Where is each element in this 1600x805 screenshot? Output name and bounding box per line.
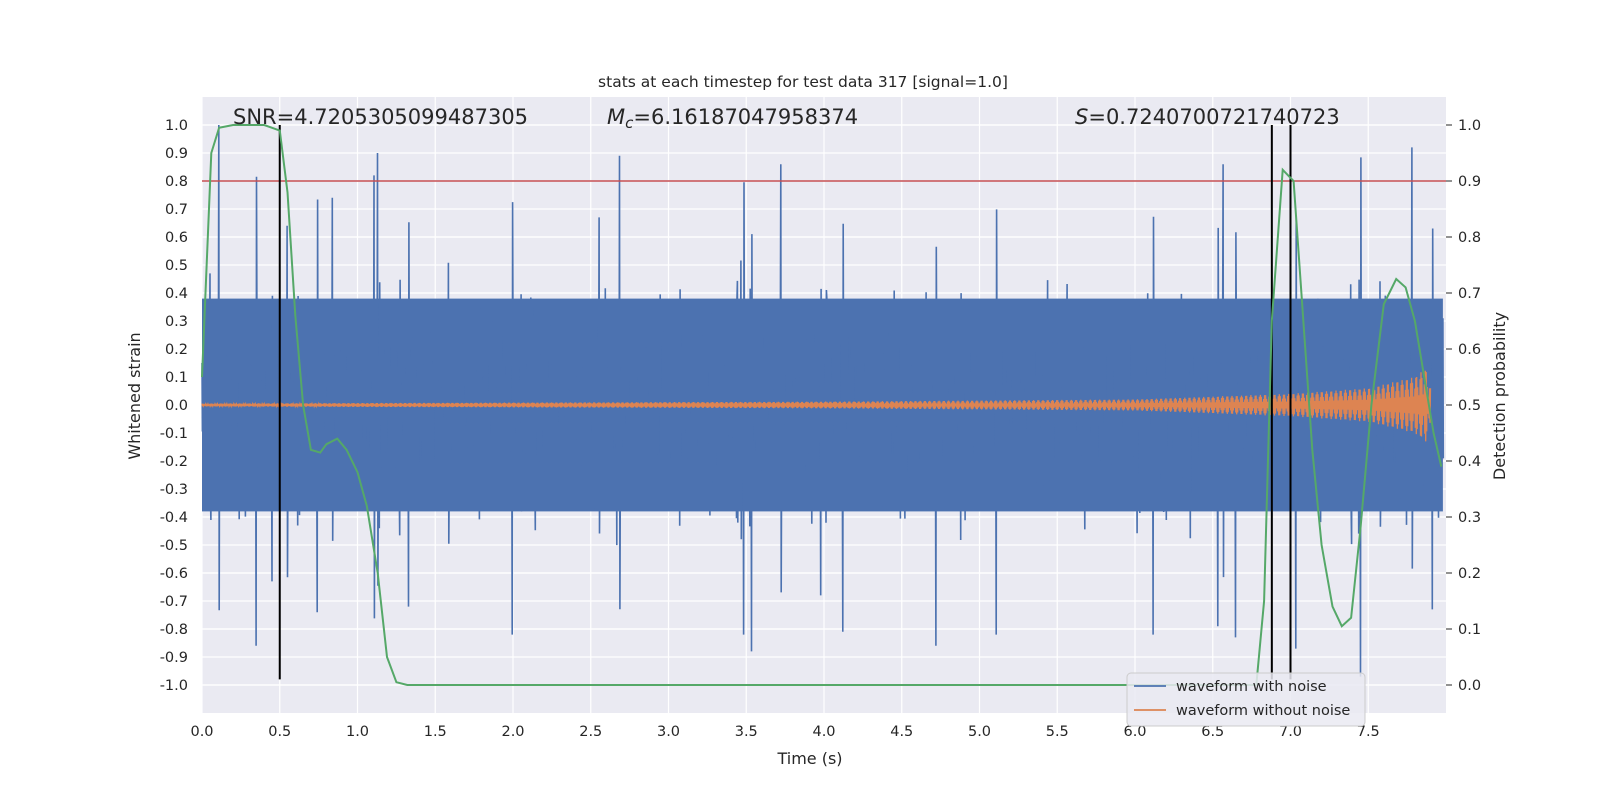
- y-tick-label: 1.0: [165, 118, 188, 134]
- x-tick-label: 4.0: [812, 724, 835, 740]
- y2-tick-label: 0.4: [1458, 454, 1481, 470]
- mc-symbol: M: [607, 105, 625, 129]
- y-tick-label: 0.9: [165, 146, 188, 162]
- series-line-clean: [201, 370, 1432, 442]
- y-tick-label: -1.0: [160, 678, 188, 694]
- x-tick-label: 6.5: [1201, 724, 1224, 740]
- snr-annotation: SNR=4.7205305099487305: [233, 105, 528, 129]
- y-tick-label: -0.7: [160, 594, 188, 610]
- y-tick-label: -0.9: [160, 650, 188, 666]
- y2-tick-label: 1.0: [1458, 118, 1481, 134]
- y-tick-label: 0.0: [165, 398, 188, 414]
- y-tick-label: -0.4: [160, 510, 188, 526]
- chart-title: stats at each timestep for test data 317…: [598, 73, 1008, 91]
- y2-tick-label: 0.8: [1458, 230, 1481, 246]
- x-tick-label: 6.0: [1123, 724, 1146, 740]
- y-tick-label: 0.7: [165, 202, 188, 218]
- y2-tick-label: 0.2: [1458, 566, 1481, 582]
- x-tick-label: 1.0: [346, 724, 369, 740]
- x-tick-label: 7.5: [1357, 724, 1380, 740]
- y-tick-label: 0.5: [165, 258, 188, 274]
- y2-tick-label: 0.6: [1458, 342, 1481, 358]
- y-tick-label: -0.6: [160, 566, 188, 582]
- mc-subscript: c: [625, 114, 634, 132]
- y-tick-label: -0.1: [160, 426, 188, 442]
- y2-tick-label: 0.1: [1458, 622, 1481, 638]
- x-tick-label: 0.0: [190, 724, 213, 740]
- y2-tick-label: 0.9: [1458, 174, 1481, 190]
- x-tick-label: 5.0: [968, 724, 991, 740]
- x-tick-label: 4.5: [890, 724, 913, 740]
- y-tick-label: 0.2: [165, 342, 188, 358]
- series-line-noisy: [201, 124, 1445, 677]
- legend-box: [1126, 672, 1366, 727]
- y2-tick-label: 0.3: [1458, 510, 1481, 526]
- y-axis-label: Whitened strain: [125, 332, 144, 459]
- legend-label-noisy: waveform with noise: [1176, 679, 1327, 695]
- x-tick-label: 0.5: [268, 724, 291, 740]
- x-tick-label: 3.5: [735, 724, 758, 740]
- y-tick-label: -0.3: [160, 482, 188, 498]
- y-tick-label: 0.8: [165, 174, 188, 190]
- x-tick-label: 2.0: [501, 724, 524, 740]
- y2-tick-label: 0.0: [1458, 678, 1481, 694]
- x-tick-label: 7.0: [1279, 724, 1302, 740]
- y2-tick-label: 0.7: [1458, 286, 1481, 302]
- s-symbol: S: [1075, 105, 1088, 129]
- y-tick-label: 0.4: [165, 286, 188, 302]
- y2-tick-label: 0.5: [1458, 398, 1481, 414]
- y-tick-label: -0.5: [160, 538, 188, 554]
- plot-area: 0.0 0.5 1.0 1.5 2.0 2.5 3.0 3.5 4.0 4.5 5.0 5.5 6.0 6…: [160, 97, 1481, 740]
- y-tick-label: 0.3: [165, 314, 188, 330]
- mc-value: =6.16187047958374: [633, 105, 858, 129]
- stat-s-annotation: S=0.7240700721740723: [1075, 105, 1340, 129]
- x-tick-label: 2.5: [579, 724, 602, 740]
- x-tick-label: 1.5: [424, 724, 447, 740]
- y-tick-label: -0.2: [160, 454, 188, 470]
- x-tick-label: 3.0: [657, 724, 680, 740]
- y-tick-label: 0.1: [165, 370, 188, 386]
- x-tick-label: 5.5: [1046, 724, 1069, 740]
- s-value: =0.7240700721740723: [1088, 105, 1339, 129]
- legend: waveform with noise waveform without noi…: [1126, 672, 1366, 727]
- legend-label-clean: waveform without noise: [1176, 703, 1350, 719]
- y-tick-label: -0.8: [160, 622, 188, 638]
- x-axis-label: Time (s): [776, 749, 842, 768]
- series-line-detection-probability: [201, 124, 1443, 686]
- y2-axis-label: Detection probability: [1490, 312, 1509, 480]
- y-tick-label: 0.6: [165, 230, 188, 246]
- chirp-mass-annotation: Mc=6.16187047958374: [607, 105, 858, 132]
